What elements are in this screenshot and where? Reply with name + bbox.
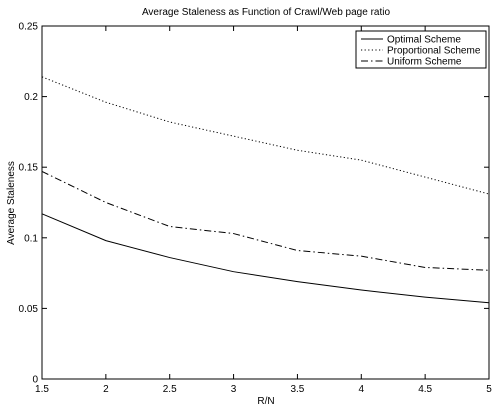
x-tick-label: 4 <box>359 384 365 395</box>
series-line-proportional-scheme <box>41 76 490 195</box>
series-line-optimal-scheme <box>41 213 490 304</box>
y-tick-label: 0.1 <box>24 233 38 244</box>
legend-box <box>355 30 487 69</box>
x-tick-label: 5 <box>486 384 492 395</box>
y-tick-label: 0 <box>32 375 38 386</box>
axis-ticks: 1.5 2 2.5 3 3.5 4 4.5 5 0 0.05 0.1 0.15 0.2 0.25 <box>19 22 493 396</box>
series-line-uniform-scheme <box>41 170 490 271</box>
x-tick-label: 3.5 <box>290 384 304 395</box>
series-lines <box>41 76 490 304</box>
x-tick-label: 1.5 <box>35 384 49 395</box>
x-axis-title: R/N <box>257 396 274 407</box>
y-tick-label: 0.15 <box>19 163 39 174</box>
x-tick-label: 2 <box>103 384 109 395</box>
chart-title: Average Staleness as Function of Crawl/W… <box>142 7 391 18</box>
y-tick-label: 0.25 <box>19 22 39 33</box>
y-tick-label: 0.2 <box>24 92 38 103</box>
plot-area-frame <box>41 25 490 380</box>
legend-label-proportional-scheme: Proportional Scheme <box>387 46 481 57</box>
y-axis-title: Average Staleness <box>6 161 17 245</box>
legend-label-optimal-scheme: Optimal Scheme <box>387 35 461 46</box>
x-tick-label: 2.5 <box>163 384 177 395</box>
x-tick-label: 3 <box>231 384 237 395</box>
y-tick-label: 0.05 <box>19 304 39 315</box>
x-tick-label: 4.5 <box>418 384 432 395</box>
legend-label-uniform-scheme: Uniform Scheme <box>387 57 462 68</box>
